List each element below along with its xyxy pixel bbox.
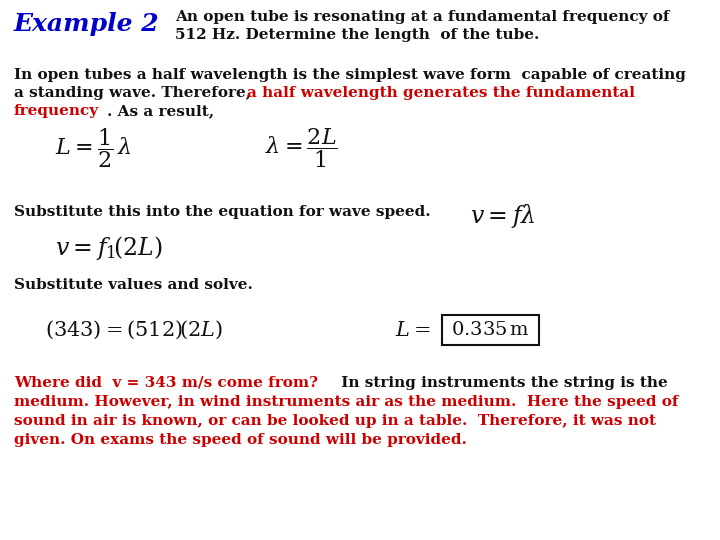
Text: Example 2: Example 2 [14,12,160,36]
Text: $\left(343\right) = \left(512\right)\!\left(2L\right)$: $\left(343\right) = \left(512\right)\!\l… [45,319,223,341]
Text: Substitute values and solve.: Substitute values and solve. [14,278,253,292]
Text: Where did  v = 343 m/s come from?: Where did v = 343 m/s come from? [14,376,318,390]
Text: An open tube is resonating at a fundamental frequency of: An open tube is resonating at a fundamen… [175,10,670,24]
Text: $v = f_1\!\left(2L\right)$: $v = f_1\!\left(2L\right)$ [55,234,163,262]
Text: a standing wave. Therefore,: a standing wave. Therefore, [14,86,256,100]
Text: frequency: frequency [14,104,99,118]
Text: 512 Hz. Determine the length  of the tube.: 512 Hz. Determine the length of the tube… [175,28,539,42]
Text: a half wavelength generates the fundamental: a half wavelength generates the fundamen… [247,86,635,100]
Text: In open tubes a half wavelength is the simplest wave form  capable of creating: In open tubes a half wavelength is the s… [14,68,686,82]
Text: medium. However, in wind instruments air as the medium.  Here the speed of: medium. However, in wind instruments air… [14,395,678,409]
Text: $0.335\,\mathrm{m}$: $0.335\,\mathrm{m}$ [451,321,529,339]
Text: $v = f\lambda$: $v = f\lambda$ [470,202,536,230]
FancyBboxPatch shape [442,315,539,345]
Text: given. On exams the speed of sound will be provided.: given. On exams the speed of sound will … [14,433,467,447]
Text: In string instruments the string is the: In string instruments the string is the [336,376,667,390]
Text: sound in air is known, or can be looked up in a table.  Therefore, it was not: sound in air is known, or can be looked … [14,414,656,428]
Text: $L = $: $L = $ [395,321,431,340]
Text: $\lambda = \dfrac{2L}{1}$: $\lambda = \dfrac{2L}{1}$ [265,126,338,170]
Text: . As a result,: . As a result, [107,104,214,118]
Text: $L = \dfrac{1}{2}\,\lambda$: $L = \dfrac{1}{2}\,\lambda$ [55,126,132,170]
Text: Substitute this into the equation for wave speed.: Substitute this into the equation for wa… [14,205,431,219]
